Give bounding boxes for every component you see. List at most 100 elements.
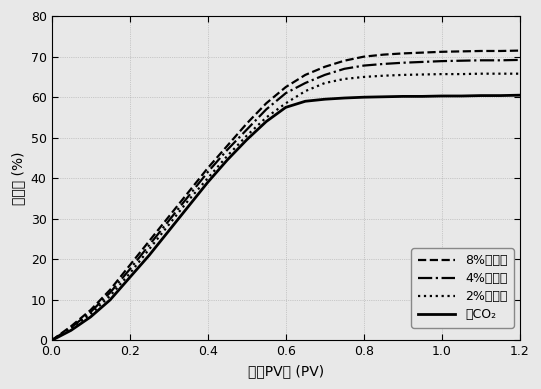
绯CO₂ [282, 105, 289, 110]
绯CO₂ [127, 275, 133, 280]
4%添加剂 [458, 58, 465, 63]
8%添加剂 [419, 50, 426, 55]
8%添加剂 [185, 190, 192, 195]
2%添加剂 [497, 71, 504, 76]
2%添加剂 [185, 198, 192, 203]
2%添加剂 [400, 73, 406, 77]
绯CO₂ [224, 158, 230, 162]
8%添加剂 [224, 144, 230, 148]
8%添加剂 [458, 49, 465, 54]
4%添加剂 [146, 243, 153, 247]
8%添加剂 [204, 166, 211, 170]
4%添加剂 [302, 81, 308, 85]
2%添加剂 [87, 312, 94, 317]
Line: 2%添加剂: 2%添加剂 [51, 74, 520, 340]
4%添加剂 [400, 60, 406, 65]
Line: 8%添加剂: 8%添加剂 [51, 51, 520, 340]
2%添加剂 [146, 247, 153, 252]
绯CO₂ [361, 95, 367, 100]
8%添加剂 [400, 51, 406, 56]
绯CO₂ [166, 229, 172, 233]
绯CO₂ [185, 204, 192, 209]
绯CO₂ [380, 95, 387, 99]
Y-axis label: 采收率 (%): 采收率 (%) [11, 152, 25, 205]
2%添加剂 [204, 176, 211, 180]
4%添加剂 [166, 219, 172, 223]
绯CO₂ [321, 97, 328, 102]
4%添加剂 [282, 91, 289, 95]
2%添加剂 [439, 72, 445, 76]
4%添加剂 [87, 310, 94, 314]
4%添加剂 [439, 59, 445, 63]
绯CO₂ [478, 93, 484, 98]
2%添加剂 [107, 294, 113, 298]
8%添加剂 [497, 49, 504, 53]
8%添加剂 [127, 263, 133, 268]
绯CO₂ [419, 94, 426, 99]
绯CO₂ [458, 94, 465, 98]
绯CO₂ [87, 315, 94, 319]
2%添加剂 [478, 71, 484, 76]
Line: 4%添加剂: 4%添加剂 [51, 60, 520, 340]
8%添加剂 [68, 324, 74, 329]
2%添加剂 [517, 71, 523, 76]
4%添加剂 [127, 267, 133, 272]
2%添加剂 [321, 81, 328, 85]
2%添加剂 [243, 133, 250, 138]
8%添加剂 [361, 54, 367, 59]
8%添加剂 [439, 49, 445, 54]
4%添加剂 [478, 58, 484, 63]
2%添加剂 [263, 115, 269, 120]
X-axis label: 注入PV数 (PV): 注入PV数 (PV) [248, 364, 324, 378]
8%添加剂 [282, 85, 289, 89]
4%添加剂 [263, 107, 269, 112]
4%添加剂 [243, 127, 250, 132]
2%添加剂 [380, 74, 387, 78]
8%添加剂 [146, 239, 153, 244]
4%添加剂 [204, 170, 211, 175]
8%添加剂 [321, 65, 328, 69]
4%添加剂 [341, 67, 347, 71]
2%添加剂 [302, 89, 308, 93]
2%添加剂 [224, 154, 230, 158]
绯CO₂ [400, 94, 406, 99]
绯CO₂ [107, 298, 113, 302]
绯CO₂ [341, 96, 347, 100]
4%添加剂 [419, 60, 426, 64]
绯CO₂ [439, 94, 445, 98]
4%添加剂 [497, 58, 504, 63]
2%添加剂 [48, 338, 55, 343]
绯CO₂ [302, 99, 308, 103]
Line: 绯CO₂: 绯CO₂ [51, 95, 520, 340]
4%添加剂 [517, 58, 523, 62]
绯CO₂ [48, 338, 55, 343]
4%添加剂 [185, 194, 192, 199]
4%添加剂 [68, 325, 74, 330]
4%添加剂 [48, 338, 55, 343]
绯CO₂ [146, 253, 153, 258]
Legend: 8%添加剂, 4%添加剂, 2%添加剂, 绯CO₂: 8%添加剂, 4%添加剂, 2%添加剂, 绯CO₂ [411, 248, 514, 328]
4%添加剂 [321, 73, 328, 77]
8%添加剂 [478, 49, 484, 53]
8%添加剂 [87, 308, 94, 312]
2%添加剂 [419, 72, 426, 77]
8%添加剂 [341, 58, 347, 63]
绯CO₂ [263, 119, 269, 124]
4%添加剂 [380, 61, 387, 66]
2%添加剂 [458, 72, 465, 76]
绯CO₂ [68, 328, 74, 333]
8%添加剂 [263, 101, 269, 106]
2%添加剂 [361, 75, 367, 79]
绯CO₂ [517, 93, 523, 98]
2%添加剂 [127, 271, 133, 276]
8%添加剂 [48, 338, 55, 343]
8%添加剂 [517, 48, 523, 53]
绯CO₂ [497, 93, 504, 98]
8%添加剂 [166, 214, 172, 219]
8%添加剂 [243, 121, 250, 126]
4%添加剂 [224, 147, 230, 152]
4%添加剂 [107, 290, 113, 295]
绯CO₂ [204, 180, 211, 185]
8%添加剂 [302, 73, 308, 77]
2%添加剂 [166, 223, 172, 227]
